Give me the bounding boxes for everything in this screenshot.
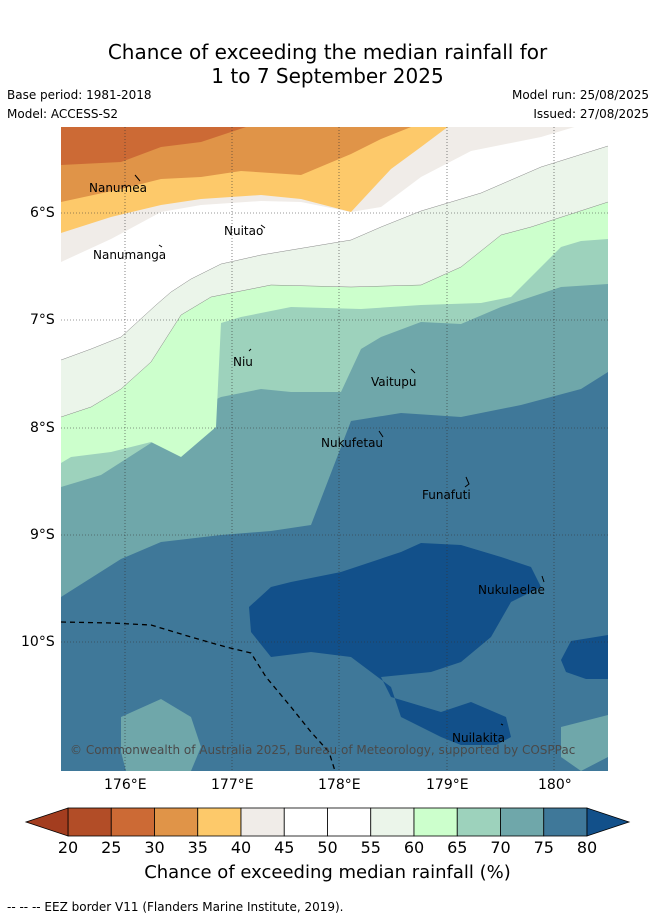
- model-run: Model run: 25/08/2025: [511, 88, 649, 102]
- colorbar-tick-label: 25: [101, 838, 122, 857]
- lon-label-178e: 178°E: [318, 777, 361, 793]
- colorbar-cell: [413, 807, 458, 837]
- colorbar-tick-label: 50: [317, 838, 338, 857]
- band-70-75-southwest: [121, 699, 201, 771]
- island-nuitao-shape: [260, 224, 266, 229]
- colorbar-tick-label: 70: [490, 838, 511, 857]
- lat-label-9s: 9°S: [30, 527, 55, 543]
- lon-label-180: 180°: [538, 777, 572, 793]
- place-nukufetau: Nukufetau: [321, 436, 384, 450]
- colorbar-tick-label: 30: [144, 838, 165, 857]
- map-svg: [60, 107, 609, 772]
- copyright-notice: © Commonwealth of Australia 2025, Bureau…: [70, 743, 576, 757]
- colorbar-cell: [67, 807, 112, 837]
- place-nanumanga: Nanumanga: [93, 248, 167, 262]
- colorbar-tick-label: 40: [230, 838, 252, 857]
- model-name: Model: ACCESS-S2: [7, 107, 119, 121]
- colorbar-cell: [110, 807, 155, 837]
- place-niu: Niu: [233, 355, 253, 369]
- band-80-plus: [249, 543, 541, 745]
- rainfall-map[interactable]: [60, 107, 609, 772]
- lon-label-179e: 179°E: [426, 777, 469, 793]
- island-markers: [134, 174, 545, 726]
- eez-legend-note: -- -- -- EEZ border V11 (Flanders Marine…: [7, 900, 344, 914]
- place-nuilakita: Nuilakita: [452, 731, 505, 745]
- colorbar-cell: [327, 807, 372, 837]
- colorbar-tick-label: 75: [533, 838, 554, 857]
- colorbar-tick-label: 55: [360, 838, 381, 857]
- island-nukulaelae-shape: [541, 575, 545, 583]
- lat-label-8s: 8°S: [30, 420, 55, 436]
- colorbar-tick-label: 45: [274, 838, 295, 857]
- island-vaitupu-shape: [410, 368, 416, 374]
- island-nuilakita-shape: [500, 723, 504, 726]
- colorbar: [24, 807, 631, 837]
- lat-label-10s: 10°S: [21, 634, 55, 650]
- island-nukufetau-shape: [378, 430, 384, 438]
- island-niu-shape: [248, 348, 252, 352]
- graticule: [61, 127, 608, 771]
- lon-label-176e: 176°E: [104, 777, 147, 793]
- colorbar-tick-label: 20: [57, 838, 79, 857]
- place-vaitupu: Vaitupu: [371, 375, 417, 389]
- lon-label-177e: 177°E: [211, 777, 254, 793]
- island-nanumanga-shape: [158, 244, 163, 248]
- chart-title: Chance of exceeding the median rainfall …: [0, 40, 655, 88]
- lat-label-6s: 6°S: [30, 205, 55, 221]
- place-funafuti: Funafuti: [422, 488, 471, 502]
- colorbar-cell: [500, 807, 545, 837]
- colorbar-cell: [197, 807, 242, 837]
- place-nuitao: Nuitao: [224, 224, 264, 238]
- eez-border: [60, 621, 336, 772]
- band-25-30: [61, 127, 246, 165]
- colorbar-cell: [154, 807, 199, 837]
- place-nukulaelae: Nukulaelae: [478, 583, 545, 597]
- colorbar-cell: [283, 807, 328, 837]
- colorbar-tick-label: 65: [447, 838, 468, 857]
- colorbar-label: Chance of exceeding median rainfall (%): [144, 862, 511, 883]
- colorbar-tick-label: 80: [576, 838, 598, 857]
- island-funafuti-shape: [464, 476, 470, 488]
- island-nanumea-shape: [134, 174, 141, 182]
- band-80-plus-east: [561, 635, 608, 679]
- colorbar-cell: [240, 807, 285, 837]
- base-period: Base period: 1981-2018: [7, 88, 152, 102]
- colorbar-cell: [370, 807, 415, 837]
- place-nanumea: Nanumea: [89, 181, 147, 195]
- contour-lines: [60, 145, 609, 418]
- colorbar-tick-label: 60: [403, 838, 425, 857]
- colorbar-right-arrow: [586, 807, 631, 837]
- colorbar-tick-label: 35: [187, 838, 208, 857]
- issued-date: Issued: 27/08/2025: [533, 107, 649, 121]
- title-line-1: Chance of exceeding the median rainfall …: [107, 40, 548, 64]
- title-line-2: 1 to 7 September 2025: [211, 64, 444, 88]
- band-70-75-southeast: [561, 715, 608, 771]
- lat-label-7s: 7°S: [30, 312, 55, 328]
- colorbar-cells: [67, 807, 588, 837]
- colorbar-left-arrow: [24, 807, 69, 837]
- colorbar-cell: [456, 807, 501, 837]
- colorbar-cell: [543, 807, 588, 837]
